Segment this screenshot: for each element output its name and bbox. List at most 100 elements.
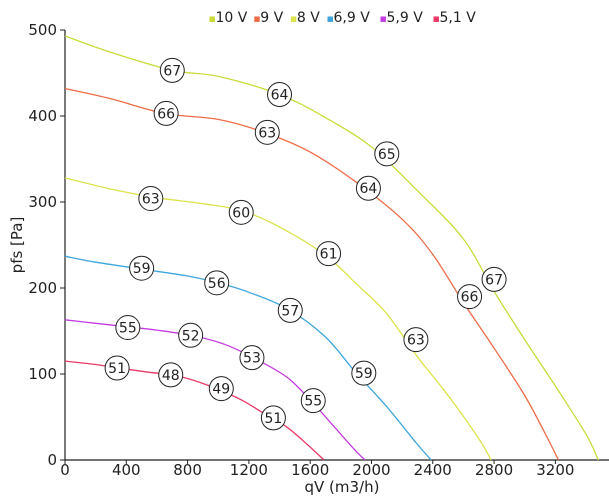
curve-value-text: 49 (212, 382, 230, 398)
curve-value-label: 65 (374, 141, 400, 167)
curve-value-circle (403, 327, 429, 353)
curve-value-circle (129, 255, 155, 281)
curve-value-text: 53 (243, 351, 261, 367)
y-tick-label: 300 (28, 193, 57, 211)
curve-value-label: 63 (403, 327, 429, 353)
curve-value-circle (267, 82, 293, 107)
legend-marker: ▪ (433, 12, 440, 25)
legend-item-label: 10 V (216, 10, 248, 26)
curve-value-label: 52 (178, 322, 204, 348)
y-tick-label: 400 (28, 107, 57, 125)
curve-value-text: 56 (208, 276, 226, 292)
x-axis-label: qV (m3/h) (305, 478, 380, 495)
curve-value-text: 63 (142, 192, 160, 208)
legend-marker: ▪ (290, 12, 297, 25)
curve-value-text: 60 (232, 205, 250, 221)
curve-value-circle (228, 199, 254, 225)
curve-value-label: 60 (228, 199, 254, 225)
x-tick-label: 800 (173, 461, 202, 479)
curve-value-text: 65 (378, 147, 396, 163)
y-axis-label: pfs [Pa] (8, 217, 26, 274)
curve-value-circle (204, 270, 230, 296)
curve-value-circle (115, 315, 141, 341)
curve-value-circle (457, 284, 483, 310)
curve-value-label: 59 (351, 360, 377, 386)
curve-value-circle (260, 405, 286, 431)
curve-value-label: 55 (115, 315, 141, 341)
curve-value-circle (316, 241, 342, 267)
legend-marker: ▪ (380, 12, 387, 25)
curve-value-circle (239, 345, 265, 371)
legend-item-label: 6,9 V (334, 10, 371, 26)
x-tick-label: 3200 (536, 461, 574, 479)
curve-value-circle (153, 100, 179, 126)
curve-value-circle (104, 355, 130, 381)
curve-value-label: 51 (104, 355, 130, 381)
curve-value-text: 66 (461, 290, 479, 306)
curve-value-label: 59 (129, 255, 155, 281)
curve-value-label: 67 (481, 266, 507, 292)
curve-value-text: 64 (271, 88, 289, 104)
legend: ▪ 10 V ▪ 9 V ▪ 8 V ▪ 6,9 V ▪ 5,9 V ▪ 5,1 V (209, 10, 477, 26)
y-tick-label: 500 (28, 21, 57, 39)
curve-value-text: 59 (133, 261, 151, 277)
curve-value-text: 63 (407, 333, 425, 349)
x-tick-label: 2800 (475, 461, 513, 479)
y-tick-label: 100 (28, 365, 57, 383)
curve-value-label: 64 (267, 82, 293, 107)
curve-value-circle (355, 175, 381, 201)
curve-value-text: 61 (320, 247, 338, 263)
curve-value-text: 57 (281, 303, 299, 319)
x-tick-label: 1200 (230, 461, 268, 479)
legend-item-label: 5,9 V (387, 10, 424, 26)
curve-value-circle (374, 141, 400, 167)
curve-value-text: 51 (264, 411, 282, 427)
curve-value-label: 63 (254, 119, 280, 145)
x-tick-label: 2000 (352, 461, 390, 479)
curve-value-label: 63 (138, 186, 164, 212)
curve-value-text: 55 (304, 394, 322, 410)
curve-value-label: 53 (239, 345, 265, 371)
x-tick-label: 0 (60, 461, 70, 479)
y-tick-label: 0 (47, 451, 57, 469)
curve-value-label: 51 (260, 405, 286, 431)
curve-value-label: 57 (277, 297, 303, 323)
x-tick-label: 1600 (291, 461, 329, 479)
curve-value-label: 66 (457, 284, 483, 310)
curve-value-text: 67 (485, 272, 503, 288)
legend-item-label: 8 V (297, 10, 320, 26)
curve-value-text: 59 (355, 366, 373, 382)
curve-value-text: 64 (360, 181, 378, 197)
x-tick-label: 400 (112, 461, 141, 479)
curve-value-text: 52 (182, 328, 200, 344)
x-tick-label: 2400 (414, 461, 452, 479)
curve-value-circle (351, 360, 377, 386)
curve-value-text: 55 (119, 321, 137, 337)
curve-value-circle (138, 186, 164, 212)
curve-value-circle (178, 322, 204, 348)
curve-value-label: 64 (355, 175, 381, 201)
legend-marker: ▪ (253, 12, 260, 25)
curve-value-label: 66 (153, 100, 179, 126)
curve-value-circle (159, 57, 185, 83)
curve-value-circle (158, 362, 184, 388)
legend-marker: ▪ (327, 12, 334, 25)
curve-value-text: 48 (162, 368, 180, 384)
curve-value-label: 48 (158, 362, 184, 388)
curve-value-circle (208, 376, 234, 402)
legend-item-label: 9 V (260, 10, 283, 26)
curve-value-circle (277, 297, 303, 323)
curve-value-circle (300, 388, 326, 414)
curve-value-text: 63 (258, 125, 276, 141)
curve-value-label: 61 (316, 241, 342, 267)
curve-value-label: 56 (204, 270, 230, 296)
legend-item-label: 5,1 V (440, 10, 477, 26)
curve-value-text: 66 (157, 106, 175, 122)
curve-value-circle (481, 266, 507, 292)
legend-marker: ▪ (209, 12, 216, 25)
curve-value-label: 67 (159, 57, 185, 83)
y-tick-label: 200 (28, 279, 57, 297)
curve-value-text: 51 (108, 361, 126, 377)
